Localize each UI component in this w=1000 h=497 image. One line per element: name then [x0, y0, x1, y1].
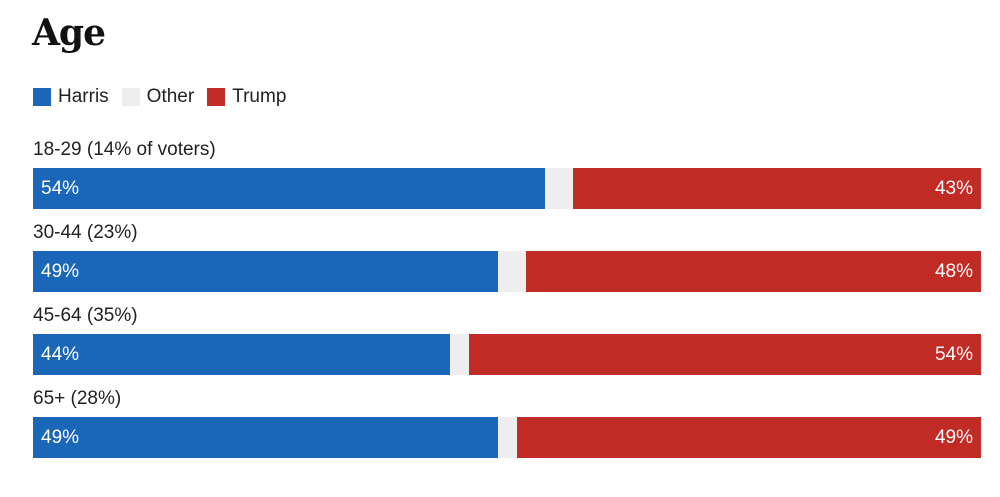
data-label-trump: 48%: [934, 261, 973, 282]
bar-segment-trump: [526, 251, 981, 292]
stacked-bar: 54% 43%: [33, 168, 981, 209]
bar-segment-other: [498, 417, 517, 458]
legend-label-trump: Trump: [232, 86, 287, 107]
data-label-harris: 49%: [41, 261, 80, 282]
data-label-trump: 49%: [934, 427, 973, 448]
bar-groups: 18-29 (14% of voters) 54% 43% 30-44 (23%) 49…: [33, 138, 981, 470]
bar-segment-trump: [469, 334, 981, 375]
chart-title: Age: [32, 12, 106, 54]
bar-segment-trump: [573, 168, 981, 209]
data-label-trump: 43%: [934, 178, 973, 199]
legend: Harris Other Trump: [33, 86, 299, 108]
stacked-bar: 49% 48%: [33, 251, 981, 292]
legend-item-harris: Harris: [33, 86, 109, 108]
legend-item-trump: Trump: [207, 86, 286, 108]
category-label: 18-29 (14% of voters): [33, 139, 216, 160]
bar-group: 45-64 (35%) 44% 54%: [33, 304, 981, 387]
bar-group: 18-29 (14% of voters) 54% 43%: [33, 138, 981, 221]
bar-segment-trump: [517, 417, 981, 458]
data-label-harris: 44%: [41, 344, 80, 365]
bar-group: 65+ (28%) 49% 49%: [33, 387, 981, 470]
bar-segment-harris: [33, 168, 545, 209]
legend-label-harris: Harris: [58, 86, 109, 107]
legend-label-other: Other: [146, 86, 195, 107]
legend-item-other: Other: [121, 86, 195, 108]
bar-segment-harris: [33, 417, 498, 458]
bar-segment-other: [450, 334, 469, 375]
bar-segment-other: [498, 251, 526, 292]
category-label: 30-44 (23%): [33, 222, 138, 243]
bar-segment-other: [545, 168, 573, 209]
data-label-harris: 49%: [41, 427, 80, 448]
legend-swatch-harris: [33, 88, 51, 106]
bar-group: 30-44 (23%) 49% 48%: [33, 221, 981, 304]
stacked-bar: 49% 49%: [33, 417, 981, 458]
bar-segment-harris: [33, 251, 498, 292]
legend-swatch-trump: [207, 88, 226, 106]
stacked-bar: 44% 54%: [33, 334, 981, 375]
category-label: 45-64 (35%): [33, 305, 138, 326]
category-label: 65+ (28%): [33, 388, 122, 409]
data-label-trump: 54%: [934, 344, 973, 365]
legend-swatch-other: [121, 88, 140, 106]
bar-segment-harris: [33, 334, 450, 375]
data-label-harris: 54%: [41, 178, 80, 199]
